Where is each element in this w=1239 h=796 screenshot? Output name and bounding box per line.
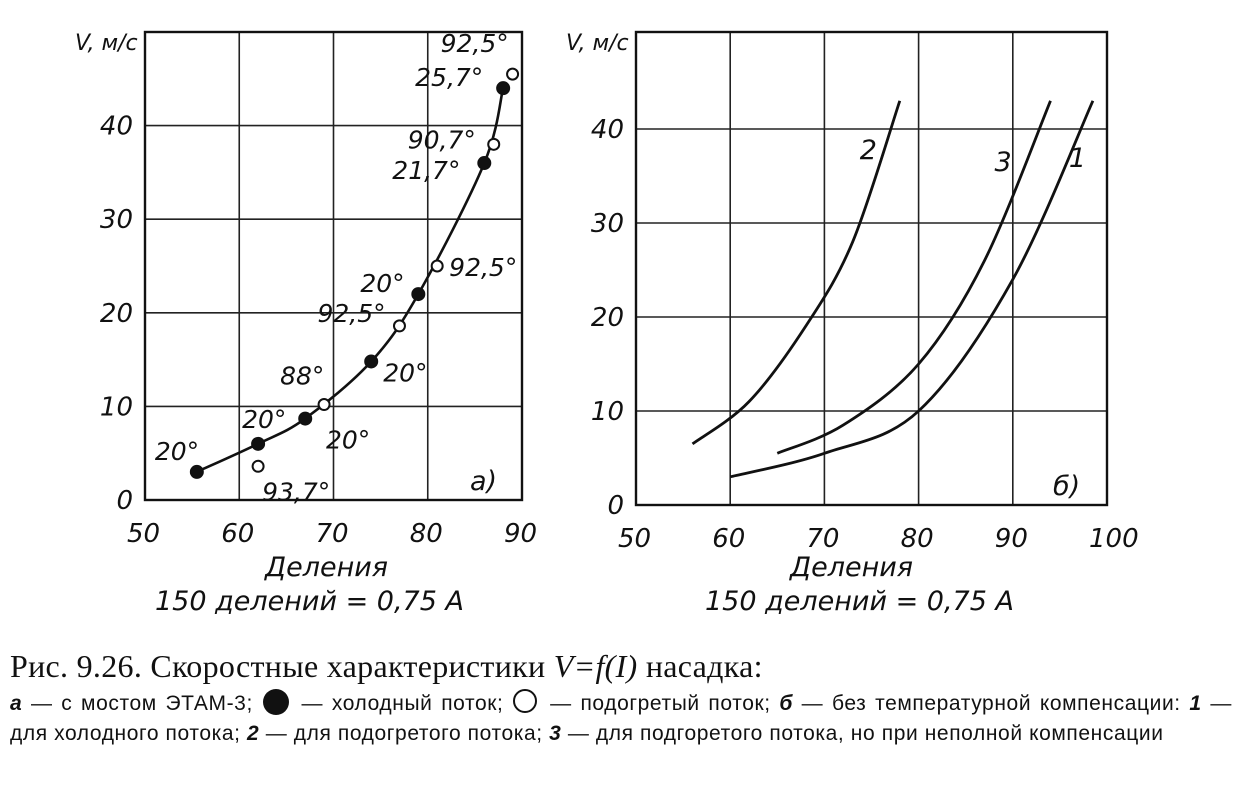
x-axis-label: Деления — [789, 552, 913, 583]
curve-2 — [691, 100, 902, 446]
y-tick-label: 20 — [591, 303, 624, 333]
caption-title-formula: V=f(I) — [553, 648, 638, 684]
plot-frame — [143, 30, 524, 502]
point-annotation: 92,5° — [449, 253, 517, 282]
point-annotation: 92,5° — [441, 29, 509, 58]
caption-text: — с мостом ЭТАМ-3; — [22, 692, 253, 715]
x-tick-label: 80 — [410, 519, 443, 549]
caption-body: а — с мостом ЭТАМ-3; — холодный поток; —… — [10, 689, 1232, 749]
point-annotation: 92,5° — [317, 299, 385, 328]
figure-caption: Рис. 9.26. Скоростные характеристики V=f… — [10, 648, 1232, 749]
open-data-point — [317, 398, 331, 412]
caption-curve-number: 2 — [247, 722, 260, 745]
y-tick-label: 20 — [100, 299, 133, 329]
x-tick-label: 70 — [316, 519, 349, 549]
y-tick-label: 10 — [591, 397, 624, 427]
filled-data-point — [251, 436, 266, 451]
point-annotation: 93,7° — [262, 477, 330, 506]
point-annotation: 25,7° — [415, 63, 483, 92]
y-tick-label: 0 — [116, 486, 133, 516]
caption-panel-a-letter: а — [10, 692, 23, 715]
point-annotation: 20° — [383, 358, 427, 387]
x-tick-label: 60 — [712, 524, 745, 554]
curve-label: 1 — [1069, 143, 1086, 174]
plot-frame — [634, 30, 1109, 507]
caption-curve-number: 1 — [1189, 692, 1202, 715]
curve-3 — [776, 100, 1052, 455]
filled-data-point — [477, 156, 492, 171]
filled-data-point — [411, 287, 426, 302]
y-axis-label: V, м/с — [566, 31, 629, 56]
filled-data-point — [189, 464, 204, 479]
caption-title-prefix: Рис. 9.26. Скоростные характеристики — [10, 648, 554, 684]
open-data-point — [487, 137, 501, 151]
x-axis-note: 150 делений = 0,75 А — [705, 586, 1014, 617]
open-circle-icon — [513, 689, 538, 713]
open-data-point — [251, 459, 265, 473]
caption-text: — холодный поток; — [292, 692, 504, 715]
curve-1 — [729, 100, 1095, 479]
caption-title-suffix: насадка: — [637, 648, 763, 684]
y-tick-label: 40 — [591, 115, 624, 145]
filled-data-point — [298, 411, 313, 426]
y-tick-label: 0 — [607, 491, 624, 521]
x-tick-label: 70 — [806, 524, 839, 554]
x-tick-label: 100 — [1089, 524, 1139, 554]
caption-text: — для подгоретого потока, но при неполно… — [561, 722, 1164, 745]
caption-curve-number: 3 — [549, 722, 562, 745]
y-tick-label: 40 — [100, 112, 133, 142]
x-tick-label: 60 — [221, 519, 254, 549]
x-tick-label: 90 — [504, 519, 537, 549]
filled-circle-icon — [262, 689, 289, 715]
x-axis-note: 150 делений = 0,75 А — [155, 586, 464, 617]
filled-data-point — [364, 354, 379, 369]
caption-title: Рис. 9.26. Скоростные характеристики V=f… — [10, 648, 1232, 685]
point-annotation: 20° — [326, 426, 370, 455]
y-tick-label: 30 — [100, 205, 133, 235]
point-annotation: 21,7° — [392, 156, 460, 185]
point-annotation: 20° — [242, 405, 286, 434]
panel-label: б) — [1053, 471, 1080, 502]
caption-panel-b-letter: б — [779, 692, 793, 715]
point-annotation: 90,7° — [408, 125, 476, 154]
y-tick-label: 10 — [100, 392, 133, 422]
caption-text: — для подогретого потока; — [259, 722, 550, 745]
curve-label: 2 — [860, 135, 877, 166]
caption-text: — для холодного потока; — [10, 692, 1232, 745]
point-annotation: 20° — [360, 269, 404, 298]
filled-data-point — [496, 81, 511, 96]
y-axis-label: V, м/с — [75, 31, 138, 56]
open-data-point — [392, 319, 406, 333]
x-tick-label: 50 — [127, 519, 160, 549]
open-data-point — [506, 67, 520, 81]
point-annotation: 88° — [280, 362, 324, 391]
curve-label: 3 — [994, 147, 1011, 178]
point-annotation: 20° — [155, 437, 199, 466]
x-axis-label: Деления — [264, 552, 388, 583]
x-tick-label: 80 — [901, 524, 934, 554]
x-tick-label: 90 — [995, 524, 1028, 554]
open-data-point — [430, 259, 444, 273]
y-tick-label: 30 — [591, 209, 624, 239]
x-tick-label: 50 — [618, 524, 651, 554]
caption-text: — подогретый поток; — [541, 692, 780, 715]
caption-text: — без температурной компенсации: — [793, 692, 1190, 715]
panel-label: а) — [470, 466, 497, 497]
